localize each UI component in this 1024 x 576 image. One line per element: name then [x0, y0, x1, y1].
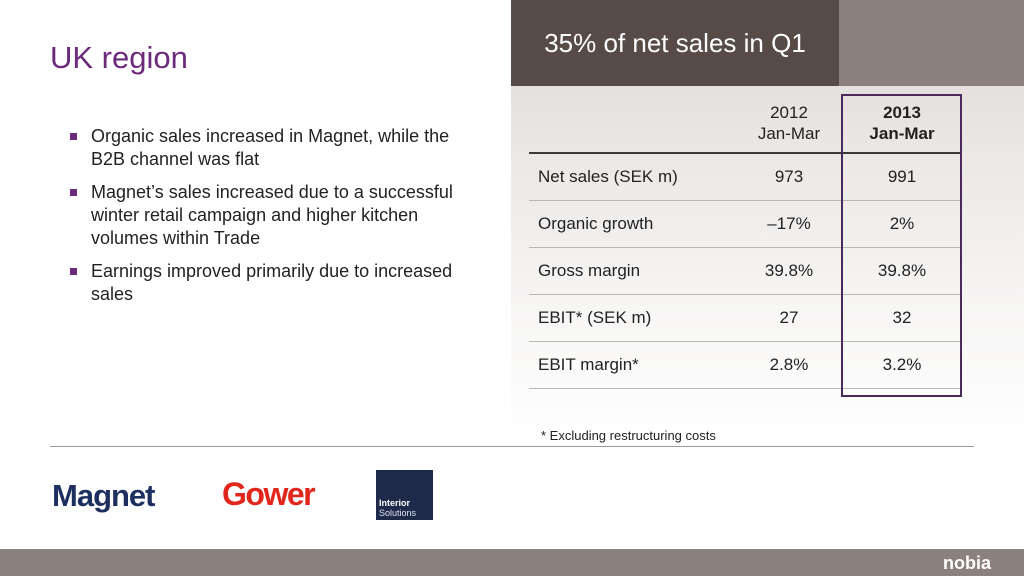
- interior-solutions-logo: Interior Solutions: [376, 470, 433, 520]
- column-year: 2013: [883, 103, 921, 122]
- header-side-band: [839, 0, 1024, 86]
- bullet-item: Earnings improved primarily due to incre…: [70, 260, 470, 306]
- bullet-item: Organic sales increased in Magnet, while…: [70, 125, 470, 171]
- value-2013: 32: [844, 294, 960, 342]
- row-label: EBIT* (SEK m): [529, 294, 734, 342]
- results-table: 2012 Jan-Mar 2013 Jan-Mar Net sales (SEK…: [529, 94, 960, 389]
- bullet-list: Organic sales increased in Magnet, while…: [70, 125, 470, 316]
- magnet-logo: Magnet: [52, 478, 155, 513]
- bullet-text: Magnet’s sales increased due to a succes…: [91, 182, 453, 248]
- value-2012: 27: [734, 294, 844, 342]
- bullet-text: Earnings improved primarily due to incre…: [91, 261, 453, 304]
- footnote: * Excluding restructuring costs: [541, 428, 716, 443]
- bullet-text: Organic sales increased in Magnet, while…: [91, 126, 450, 169]
- table-row: Gross margin 39.8% 39.8%: [529, 247, 960, 295]
- column-header-2012: 2012 Jan-Mar: [734, 94, 844, 153]
- value-2013: 2%: [844, 200, 960, 248]
- row-label: Organic growth: [529, 200, 734, 248]
- column-year: 2012: [770, 103, 808, 122]
- divider: [50, 446, 974, 447]
- interior-logo-line2: Solutions: [379, 508, 417, 518]
- gower-logo: Gower: [222, 476, 316, 512]
- value-2012: –17%: [734, 200, 844, 248]
- column-period: Jan-Mar: [869, 124, 935, 143]
- table-row: Organic growth –17% 2%: [529, 200, 960, 248]
- row-label: Gross margin: [529, 247, 734, 295]
- footer-bar: nobia: [0, 549, 1024, 576]
- value-2013: 991: [844, 152, 960, 201]
- row-label: Net sales (SEK m): [529, 152, 734, 201]
- slide-title: UK region: [50, 40, 188, 75]
- table-row: Net sales (SEK m) 973 991: [529, 152, 960, 201]
- square-bullet-icon: [70, 133, 77, 140]
- square-bullet-icon: [70, 189, 77, 196]
- table-header-empty: [529, 94, 734, 153]
- column-period: Jan-Mar: [757, 124, 821, 143]
- table-row: EBIT* (SEK m) 27 32: [529, 294, 960, 342]
- header-text: 35% of net sales in Q1: [544, 27, 806, 58]
- table-row: EBIT margin* 2.8% 3.2%: [529, 341, 960, 389]
- square-bullet-icon: [70, 268, 77, 275]
- header-band: 35% of net sales in Q1: [511, 0, 839, 86]
- value-2012: 39.8%: [734, 247, 844, 295]
- column-header-2013: 2013 Jan-Mar: [844, 94, 960, 153]
- value-2013: 3.2%: [844, 341, 960, 389]
- value-2012: 973: [734, 152, 844, 201]
- nobia-logo: nobia: [943, 553, 991, 573]
- row-label: EBIT margin*: [529, 341, 734, 389]
- table-header-row: 2012 Jan-Mar 2013 Jan-Mar: [529, 94, 960, 153]
- interior-logo-line1: Interior: [379, 498, 411, 508]
- value-2013: 39.8%: [844, 247, 960, 295]
- value-2012: 2.8%: [734, 341, 844, 389]
- bullet-item: Magnet’s sales increased due to a succes…: [70, 181, 470, 250]
